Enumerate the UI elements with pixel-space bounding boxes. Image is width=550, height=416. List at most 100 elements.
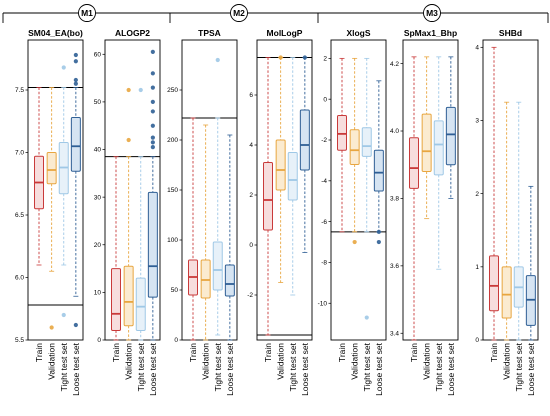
x-category-label-train: Train	[337, 343, 347, 362]
iqr-box	[421, 113, 432, 172]
x-category-label-train: Train	[188, 343, 198, 362]
model-group-brackets: M1 M2 M3	[2, 4, 549, 23]
iqr-box	[299, 109, 310, 171]
x-category-label-tight-test-set: Tight test set	[362, 342, 372, 391]
iqr-box	[123, 265, 134, 327]
panel-title-xlogs: XlogS	[346, 28, 370, 38]
x-category-label-validation: Validation	[422, 343, 432, 380]
y-tick-label: 6.0	[15, 275, 24, 282]
outlier-point	[73, 81, 78, 86]
panel-title-sm04-ea-bo: SM04_EA(bo)	[28, 28, 83, 38]
outlier-point	[302, 55, 307, 60]
y-tick-label: 150	[167, 187, 178, 194]
y-tick-label: 3.6	[390, 263, 399, 270]
box-validation	[123, 87, 134, 341]
iqr-box	[212, 241, 223, 291]
outlier-point	[150, 49, 155, 55]
y-tick-label: 3.4	[390, 330, 399, 337]
y-tick-label: -10	[318, 300, 328, 307]
iqr-box	[409, 137, 419, 189]
x-category-label-tight-test-set: Tight test set	[213, 342, 223, 391]
box-loose-test-set	[525, 185, 536, 341]
group-badge-m3: M3	[423, 4, 441, 22]
outlier-point	[49, 325, 54, 330]
y-tick-label: 7.5	[15, 87, 24, 94]
x-category-label-validation: Validation	[124, 343, 134, 380]
y-tick-label: 50	[94, 99, 102, 106]
outlier-point	[73, 322, 78, 328]
y-tick-label: 4.0	[390, 128, 399, 135]
group-label: M3	[426, 8, 438, 18]
outlier-point	[73, 77, 78, 83]
group-badge-m2: M2	[230, 4, 248, 22]
y-tick-label: 100	[167, 237, 178, 244]
iqr-box	[287, 152, 298, 201]
y-tick-label: 6.5	[15, 212, 24, 219]
iqr-box	[200, 259, 211, 299]
y-tick-label: 0	[475, 337, 479, 344]
panel-sm04-ea-bo: SM04_EA(bo) 5.5 6.0 6.5 7.0 7.5 Train Validatio…	[15, 28, 84, 396]
outlier-point	[150, 99, 155, 105]
iqr-box	[501, 266, 512, 319]
x-category-label-train: Train	[489, 343, 499, 362]
x-category-label-loose-test-set: Loose test set	[374, 342, 384, 396]
y-tick-label: 0	[174, 337, 178, 344]
x-category-label-loose-test-set: Loose test set	[71, 342, 81, 396]
x-category-label-train: Train	[34, 343, 44, 362]
x-category-label-validation: Validation	[201, 343, 211, 380]
panel-title-alogp2: ALOGP2	[115, 28, 150, 38]
outlier-point	[150, 71, 155, 76]
box-train	[263, 57, 273, 336]
x-category-label-tight-test-set: Tight test set	[514, 342, 524, 391]
outlier-point	[61, 312, 66, 318]
y-tick-label: -4	[321, 178, 327, 185]
x-category-label-validation: Validation	[47, 343, 57, 380]
y-tick-label: 6	[249, 92, 253, 99]
box-tight-test-set	[212, 57, 223, 336]
panel-mollogp: MolLogP -2 0 2 4 6 Train Validation Tight test s…	[247, 28, 313, 396]
outlier-point	[278, 55, 283, 60]
x-category-label-validation: Validation	[350, 343, 360, 380]
box-loose-test-set	[147, 49, 158, 341]
iqr-box	[70, 117, 81, 172]
panel-title-tpsa: TPSA	[198, 28, 221, 38]
x-category-label-train: Train	[111, 343, 121, 362]
box-validation	[349, 57, 360, 245]
box-train	[489, 46, 499, 341]
box-tight-test-set	[287, 57, 298, 296]
iqr-box	[147, 191, 158, 298]
y-tick-label: 20	[94, 242, 102, 249]
iqr-box	[46, 152, 57, 185]
x-category-label-tight-test-set: Tight test set	[136, 342, 146, 391]
box-tight-test-set	[513, 101, 524, 341]
y-tick-label: 10	[94, 290, 102, 297]
box-train	[409, 56, 419, 341]
box-tight-test-set	[361, 57, 372, 320]
group-badge-circle	[78, 4, 96, 22]
y-tick-label: 1	[475, 264, 479, 271]
outlier-point	[150, 135, 155, 140]
y-tick-label: 3	[475, 118, 479, 125]
x-category-label-validation: Validation	[502, 343, 512, 380]
outlier-point	[150, 85, 155, 90]
box-validation	[200, 124, 211, 341]
x-category-label-tight-test-set: Tight test set	[288, 342, 298, 391]
outlier-point	[150, 140, 155, 145]
panel-frame	[482, 39, 539, 341]
y-tick-label: 2	[323, 56, 327, 63]
y-tick-label: 7.0	[15, 150, 24, 157]
iqr-box	[361, 127, 372, 157]
outlier-point	[150, 109, 155, 114]
iqr-box	[275, 139, 286, 191]
group-badge-m1: M1	[78, 4, 96, 22]
box-train	[337, 57, 347, 233]
outlier-point	[61, 65, 66, 70]
y-tick-label: 4	[475, 45, 479, 52]
iqr-box	[337, 115, 347, 151]
panel-frame	[402, 39, 459, 341]
iqr-box	[433, 120, 444, 176]
panel-title-shbd: SHBd	[499, 28, 522, 38]
x-category-label-loose-test-set: Loose test set	[446, 342, 456, 396]
y-tick-label: 0	[249, 242, 253, 249]
